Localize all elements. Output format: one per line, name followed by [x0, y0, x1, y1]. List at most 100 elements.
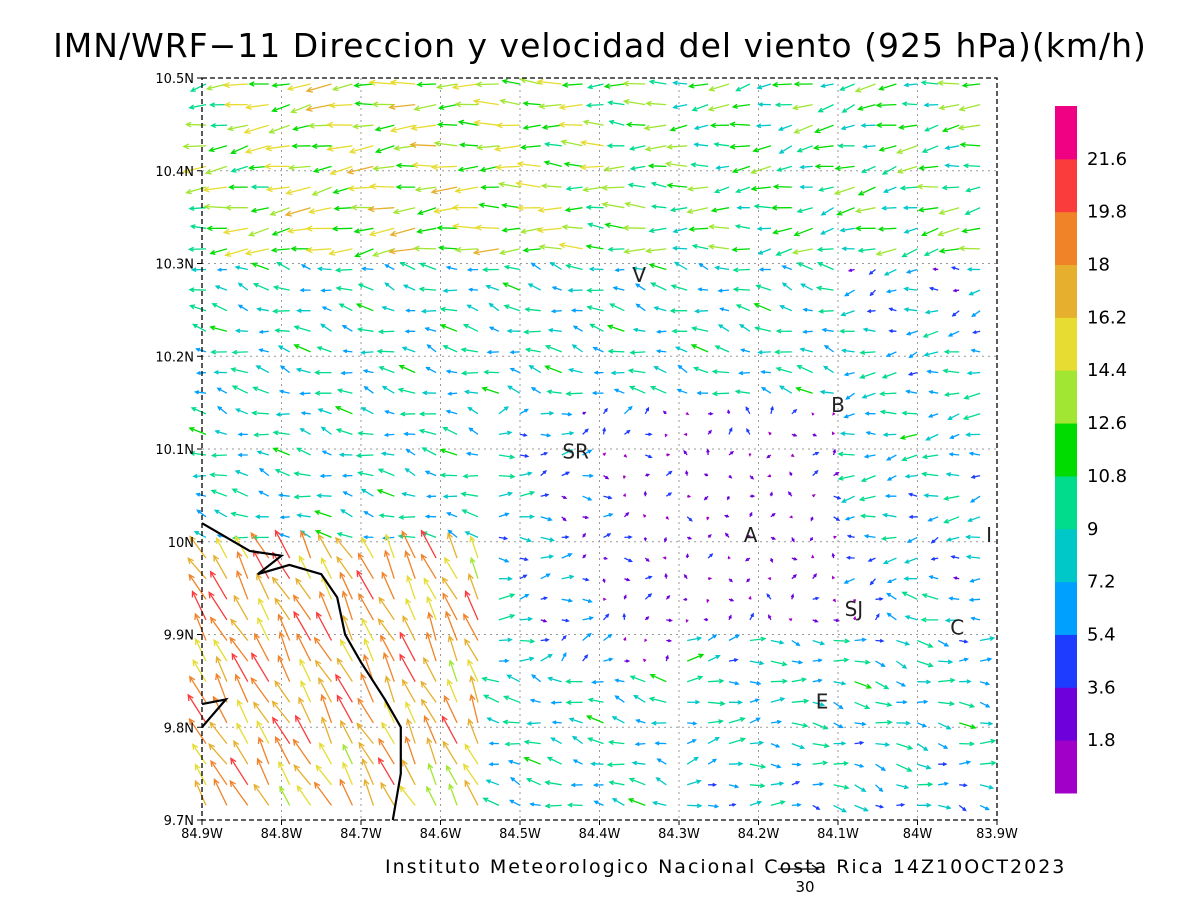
wind-arrow	[561, 224, 583, 230]
wind-arrow	[439, 306, 458, 312]
wind-arrow	[908, 351, 918, 359]
wind-arrow	[812, 701, 826, 707]
wind-arrow	[381, 385, 395, 394]
wind-arrow	[498, 658, 510, 663]
wind-arrow	[308, 207, 332, 215]
wind-arrow	[299, 288, 311, 293]
wind-arrow	[781, 265, 793, 271]
colorbar-label: 21.6	[1087, 149, 1127, 170]
wind-arrow	[189, 83, 207, 92]
wind-arrow	[979, 657, 993, 662]
wind-arrow	[296, 784, 312, 806]
wind-arrow	[346, 165, 374, 175]
wind-arrow	[467, 406, 479, 415]
lat-tick-label: 10.3N	[155, 258, 194, 273]
wind-arrow	[292, 594, 312, 621]
wind-arrow	[708, 782, 718, 787]
wind-arrow	[685, 553, 690, 559]
wind-arrow	[944, 163, 960, 169]
wind-arrow	[474, 224, 499, 231]
wind-arrow	[298, 696, 312, 724]
wind-arrow	[320, 693, 333, 724]
wind-arrow	[300, 679, 312, 703]
wind-arrow	[338, 303, 353, 312]
wind-arrow	[278, 760, 291, 786]
wind-arrow	[938, 677, 956, 684]
wind-arrow	[551, 286, 562, 291]
wind-arrow	[368, 183, 395, 190]
wind-arrow	[927, 516, 939, 522]
wind-arrow	[629, 350, 646, 355]
wind-arrow	[348, 145, 374, 154]
wind-arrow	[951, 310, 960, 317]
wind-arrow	[971, 310, 981, 318]
wind-arrow	[550, 700, 562, 705]
wind-arrow	[540, 653, 553, 662]
wind-arrow	[425, 366, 437, 374]
wind-arrow	[770, 639, 785, 645]
wind-arrow	[498, 536, 509, 541]
wind-arrow	[336, 657, 353, 683]
wind-arrow	[565, 185, 583, 192]
wind-arrow	[979, 681, 991, 686]
credit-line: Instituto Meteorologico Nacional Costa R…	[385, 856, 1067, 878]
wind-arrow	[244, 103, 269, 111]
lat-tick-label: 10N	[168, 536, 194, 551]
wind-arrow	[791, 408, 798, 415]
wind-arrow	[378, 596, 395, 621]
wind-arrow	[515, 180, 541, 188]
wind-arrow	[691, 243, 709, 250]
wind-arrow	[656, 758, 667, 765]
lat-tick-label: 10.1N	[155, 443, 194, 458]
wind-arrow	[354, 248, 374, 258]
wind-arrow	[888, 307, 897, 312]
wind-arrow	[339, 638, 353, 662]
wind-arrow	[189, 535, 207, 559]
wind-arrow	[793, 227, 813, 237]
wind-arrow	[392, 207, 416, 215]
wind-arrow	[529, 802, 541, 807]
wind-arrow	[833, 681, 847, 686]
wind-arrow	[821, 327, 834, 333]
wind-arrow	[918, 165, 939, 171]
lat-tick-label: 10.4N	[155, 165, 194, 180]
wind-arrow	[293, 471, 311, 477]
wind-arrow	[903, 227, 918, 234]
wind-arrow	[314, 529, 332, 538]
wind-arrow	[966, 370, 981, 376]
wind-arrow	[586, 305, 604, 312]
wind-arrow	[770, 204, 792, 211]
wind-arrow	[920, 617, 939, 623]
wind-arrow	[739, 323, 751, 332]
wind-arrow	[355, 303, 374, 312]
wind-arrow	[896, 681, 907, 687]
wind-arrow	[257, 736, 270, 765]
wind-arrow	[728, 802, 737, 807]
wind-arrow	[374, 124, 395, 132]
wind-arrow	[358, 741, 374, 765]
wind-arrow	[793, 124, 813, 134]
wind-arrow	[380, 634, 395, 662]
wind-arrow	[582, 598, 593, 603]
wind-arrow	[650, 282, 667, 291]
wind-arrow	[336, 694, 353, 724]
wind-arrow	[771, 227, 792, 235]
wind-arrow	[272, 430, 290, 436]
wind-arrow	[896, 742, 914, 750]
wind-arrow	[424, 470, 437, 477]
wind-arrow	[360, 672, 374, 703]
wind-arrow	[340, 509, 353, 518]
wind-arrow	[796, 262, 813, 271]
wind-arrow	[962, 413, 981, 421]
wind-arrow	[582, 495, 593, 501]
wind-arrow	[936, 227, 960, 237]
wind-arrow	[965, 534, 981, 540]
wind-arrow	[823, 344, 834, 353]
wind-arrow	[357, 470, 374, 477]
colorbar-swatch	[1055, 158, 1077, 213]
wind-arrow	[882, 557, 897, 565]
wind-arrow	[623, 454, 628, 458]
wind-arrow	[522, 247, 541, 253]
colorbar-label: 5.4	[1087, 624, 1116, 645]
